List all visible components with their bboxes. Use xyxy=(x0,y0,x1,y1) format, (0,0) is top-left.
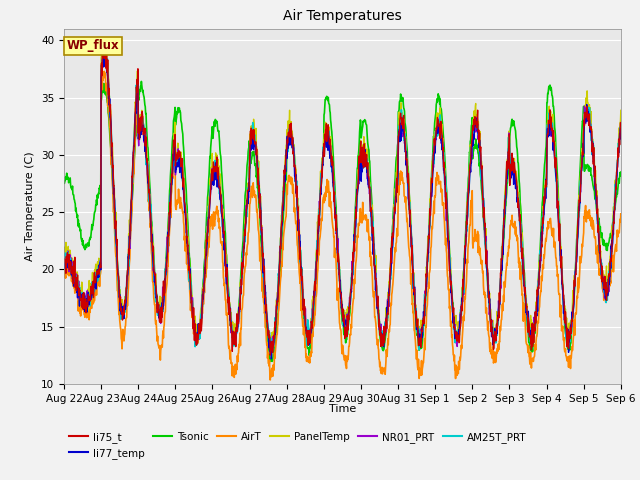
Title: Air Temperatures: Air Temperatures xyxy=(283,10,402,24)
Y-axis label: Air Temperature (C): Air Temperature (C) xyxy=(26,152,35,261)
Legend: li75_t, li77_temp, Tsonic, AirT, PanelTemp, NR01_PRT, AM25T_PRT: li75_t, li77_temp, Tsonic, AirT, PanelTe… xyxy=(69,432,526,459)
Text: WP_flux: WP_flux xyxy=(67,39,120,52)
X-axis label: Time: Time xyxy=(329,404,356,414)
